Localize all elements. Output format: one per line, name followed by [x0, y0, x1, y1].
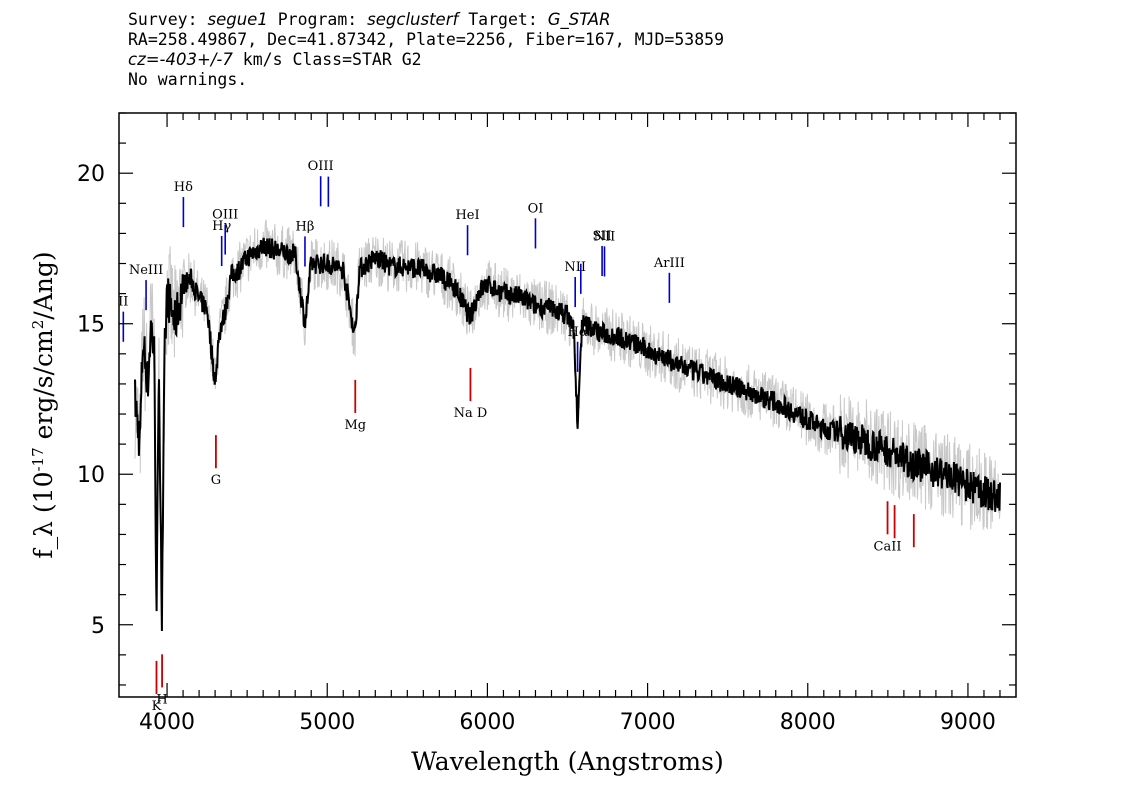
emission-line-label: Hγ [212, 219, 231, 234]
y-label-superscript: 2 [29, 320, 47, 330]
emission-line-label: SII [593, 229, 612, 244]
program-value: segclusterf [367, 10, 459, 29]
redshift-value: cz=-403+/-7 [128, 50, 233, 69]
x-tick-label: 9000 [940, 710, 996, 735]
y-label-superscript: -17 [29, 447, 47, 471]
x-tick-label: 7000 [620, 710, 676, 735]
y-tick-label: 10 [77, 463, 105, 488]
header-line-coordinates: RA=258.49867, Dec=41.87342, Plate=2256, … [128, 30, 725, 49]
x-tick-label: 8000 [780, 710, 836, 735]
header-line-redshift: cz=-403+/-7 km/s Class=STAR G2 [128, 50, 724, 70]
absorption-line-label: CaII [874, 539, 902, 554]
emission-line-label: Hβ [296, 219, 315, 234]
flux-line [134, 237, 1001, 632]
absorption-line-label: Na D [454, 406, 488, 421]
x-tick-label: 6000 [459, 710, 515, 735]
y-label-segment: f_λ (10 [29, 472, 58, 559]
survey-value: segue1 [207, 10, 268, 29]
target-label: Target: [458, 10, 548, 29]
emission-line-label: II [118, 295, 128, 310]
emission-line-label: OI [528, 201, 544, 216]
emission-line-label: Hα [568, 325, 588, 340]
x-tick-label: 4000 [139, 710, 195, 735]
emission-line-label: NII [564, 260, 586, 275]
spectrum-header: Survey: segue1 Program: segclusterf Targ… [128, 10, 724, 90]
absorption-line-label: H [156, 692, 167, 707]
absorption-line-label: G [211, 473, 221, 488]
plot-frame [118, 112, 1017, 698]
y-axis-label: f_λ (10-17 erg/s/cm2/Ang) [29, 251, 58, 558]
y-label-segment: erg/s/cm [29, 329, 58, 447]
header-line-survey: Survey: segue1 Program: segclusterf Targ… [128, 10, 724, 30]
emission-line-label: HeI [455, 208, 479, 223]
emission-line-label: OIII [308, 159, 334, 174]
y-tick-label: 5 [91, 614, 105, 639]
header-line-warnings: No warnings. [128, 70, 248, 89]
emission-line-label: Hδ [174, 180, 193, 195]
y-axis-label-text: f_λ (10-17 erg/s/cm2/Ang) [29, 251, 58, 558]
x-axis-label: Wavelength (Angstroms) [411, 747, 723, 776]
axes: 4000 5000 6000 7000 8000 9000 5 10 15 20 [77, 112, 1016, 735]
program-label: Program: [267, 10, 368, 29]
emission-line-label: NeIII [129, 263, 163, 278]
emission-line-label: ArIII [653, 256, 685, 271]
survey-label: Survey: [128, 10, 208, 29]
y-label-segment: /Ang) [29, 251, 58, 319]
emission-line-label: NII [594, 229, 616, 244]
x-tick-label: 5000 [299, 710, 355, 735]
y-tick-label: 20 [77, 162, 105, 187]
flux-series [134, 237, 1001, 632]
target-value: G_STAR [547, 10, 611, 29]
absorption-line-label: Mg [344, 418, 366, 433]
emission-line-label: OIII [212, 207, 238, 222]
y-tick-label: 15 [77, 313, 105, 338]
absorption-line-label: K [152, 699, 162, 714]
class-value: km/s Class=STAR G2 [232, 50, 422, 69]
